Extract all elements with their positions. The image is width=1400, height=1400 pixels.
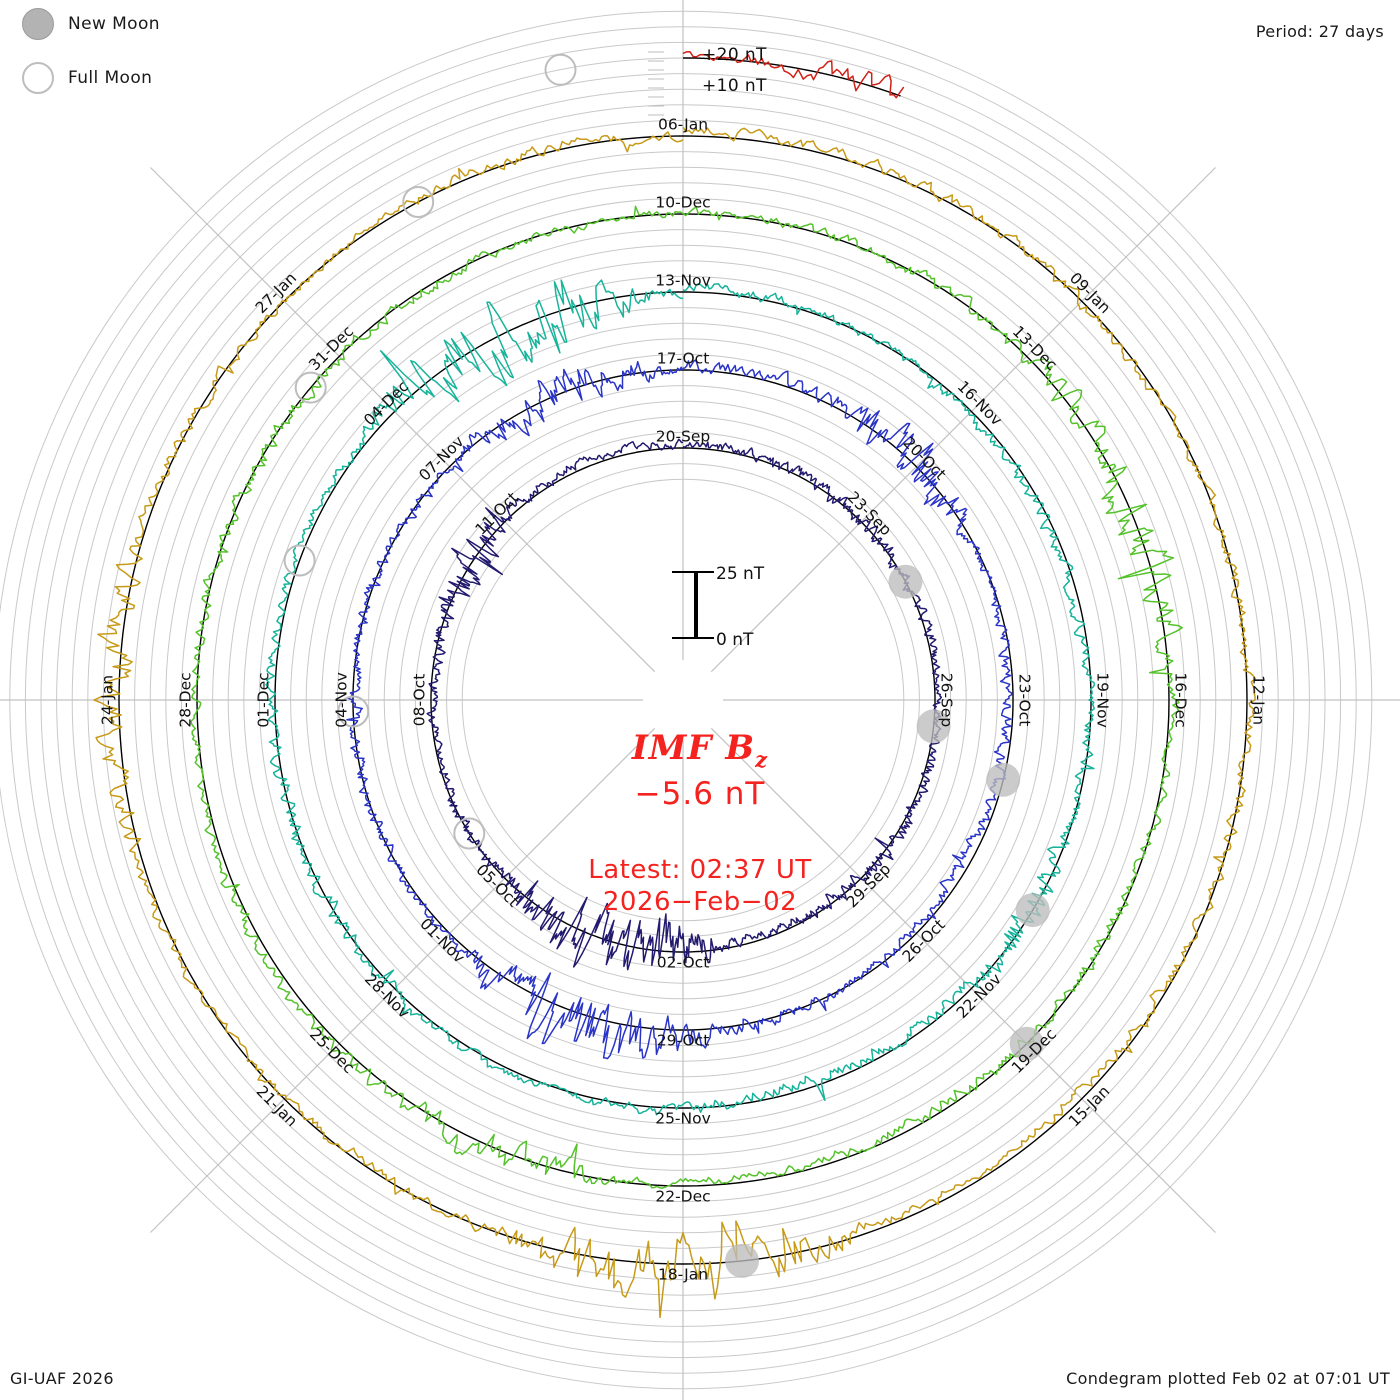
current-value: −5.6 nT (634, 775, 766, 812)
date-label: 13-Nov (655, 272, 711, 290)
data-trace-5 (682, 50, 905, 99)
center-readout: IMF Bz −5.6 nT (0, 728, 1400, 812)
radial-spoke (710, 167, 1216, 673)
latest-date: 2026−Feb−02 (602, 886, 798, 917)
legend-item-full-moon: Full Moon (22, 62, 152, 94)
date-label: 24-Jan (99, 675, 117, 725)
date-label: 16-Dec (1172, 672, 1190, 727)
bar-scale-top-label: 25 nT (716, 564, 765, 584)
baseline-spiral-4 (118, 135, 1248, 1265)
quantity-title: IMF Bz (0, 728, 1400, 772)
date-label: 25-Nov (655, 1110, 711, 1128)
period-label: Period: 27 days (1255, 22, 1384, 41)
baseline-spiral-1 (352, 369, 1014, 1031)
bar-scale-bottom-label: 0 nT (716, 630, 754, 650)
full-moon-icon (453, 817, 486, 850)
radial-spoke (150, 727, 656, 1233)
radial-spoke (710, 727, 1216, 1233)
new-moon-icon (725, 1243, 759, 1278)
date-label: 22-Dec (655, 1188, 710, 1206)
legend-label-new-moon: New Moon (68, 14, 160, 34)
plotted-label: Condegram plotted Feb 02 at 07:01 UT (1066, 1369, 1390, 1388)
date-label: 17-Oct (657, 350, 710, 368)
radial-scale-inner-label: +10 nT (702, 76, 767, 96)
latest-readout: Latest: 02:37 UT 2026−Feb−02 (0, 855, 1400, 918)
new-moon-icon (1009, 1026, 1044, 1061)
date-label: 28-Dec (177, 672, 195, 727)
date-label: 20-Sep (656, 428, 711, 446)
full-moon-icon (402, 186, 435, 218)
data-trace-4 (93, 126, 1257, 1319)
date-label: 26-Sep (938, 673, 956, 728)
quantity-subscript: z (755, 746, 769, 772)
baseline-spiral-5 (683, 57, 901, 97)
full-moon-icon (544, 53, 577, 86)
date-label: 08-Oct (411, 674, 429, 727)
new-moon-icon (22, 8, 54, 40)
date-label: 06-Jan (658, 116, 708, 134)
legend-item-new-moon: New Moon (22, 8, 160, 40)
latest-time: Latest: 02:37 UT (588, 855, 812, 885)
full-moon-icon (22, 62, 54, 94)
data-trace-3 (190, 205, 1183, 1189)
quantity-name: IMF B (631, 728, 756, 768)
date-label: 02-Oct (657, 954, 710, 972)
data-trace-2 (265, 279, 1096, 1116)
new-moon-icon (1015, 893, 1050, 928)
baseline-spiral-3 (196, 213, 1170, 1187)
date-label: 29-Oct (657, 1032, 710, 1050)
date-label: 23-Oct (1016, 674, 1034, 727)
date-label: 18-Jan (658, 1266, 708, 1284)
new-moon-icon (986, 762, 1021, 797)
radial-scale-outer-label: +20 nT (702, 45, 767, 65)
date-label: 19-Nov (1094, 672, 1112, 728)
legend-label-full-moon: Full Moon (68, 68, 153, 88)
full-moon-icon (294, 371, 327, 404)
new-moon-icon (888, 564, 923, 599)
full-moon-icon (283, 544, 316, 577)
credit-label: GI-UAF 2026 (10, 1369, 114, 1388)
date-label: 10-Dec (655, 194, 710, 212)
full-moon-icon (337, 695, 370, 728)
radial-spoke (150, 167, 656, 673)
date-label: 12-Jan (1250, 675, 1268, 725)
new-moon-icon (916, 709, 951, 744)
scale-layer (648, 51, 714, 639)
date-label: 04-Nov (333, 672, 351, 728)
trace-layer (93, 50, 1257, 1319)
date-label: 01-Dec (255, 672, 273, 727)
moon-layer (283, 53, 1050, 1278)
data-trace-1 (346, 359, 1013, 1060)
